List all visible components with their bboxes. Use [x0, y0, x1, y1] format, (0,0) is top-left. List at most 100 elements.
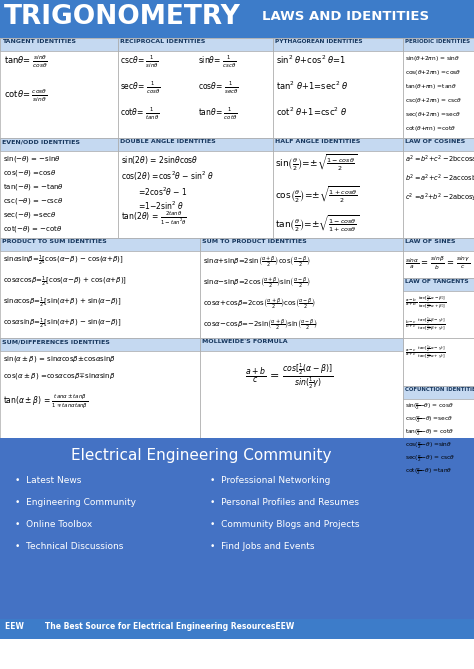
- Bar: [403, 38, 474, 51]
- Text: sin$\alpha$sin$\beta$=$\frac{1}{2}$[cos($\alpha$$-$$\beta$) $-$ cos($\alpha$+$\b: sin$\alpha$sin$\beta$=$\frac{1}{2}$[cos(…: [3, 254, 124, 268]
- Bar: [118, 38, 273, 51]
- Text: sin($\frac{\pi}{2}$$-$$\theta$) = cos$\theta$: sin($\frac{\pi}{2}$$-$$\theta$) = cos$\t…: [405, 401, 454, 411]
- Text: sec($-\theta$) =sec$\theta$: sec($-\theta$) =sec$\theta$: [3, 210, 56, 220]
- Bar: [200, 338, 403, 351]
- Text: cos$\alpha$$-$cos$\beta$=$-$2sin$\left(\frac{\alpha+\beta}{2}\right)$sin$\left(\: cos$\alpha$$-$cos$\beta$=$-$2sin$\left(\…: [203, 317, 318, 332]
- Text: •  Find Jobs and Events: • Find Jobs and Events: [210, 542, 315, 551]
- Text: sin$\theta$= $\frac{1}{csc\theta}$: sin$\theta$= $\frac{1}{csc\theta}$: [198, 54, 237, 70]
- Text: Electrical Engineering Community: Electrical Engineering Community: [71, 448, 331, 463]
- Bar: [0, 338, 200, 351]
- Text: $\frac{b-c}{b+c}$ $\frac{tan[\frac{1}{2}(\beta-\gamma)]}{tan[\frac{1}{2}(\beta+\: $\frac{b-c}{b+c}$ $\frac{tan[\frac{1}{2}…: [405, 316, 446, 334]
- Text: tan$^2$ $\theta$+1=sec$^2$ $\theta$: tan$^2$ $\theta$+1=sec$^2$ $\theta$: [276, 80, 349, 92]
- Text: EVEN/ODD IDENTITIES: EVEN/ODD IDENTITIES: [2, 139, 80, 144]
- Text: $\frac{sin\alpha}{a}$ = $\frac{sin\beta}{b}$ = $\frac{sin\gamma}{c}$: $\frac{sin\alpha}{a}$ = $\frac{sin\beta}…: [405, 254, 470, 272]
- Bar: [0, 0, 474, 38]
- Text: tan($\frac{\pi}{2}$$-$$\theta$) = cot$\theta$: tan($\frac{\pi}{2}$$-$$\theta$) = cot$\t…: [405, 427, 455, 438]
- Text: •  Engineering Community: • Engineering Community: [15, 498, 136, 507]
- Bar: [0, 238, 200, 251]
- Bar: [273, 38, 403, 51]
- Bar: [403, 438, 474, 619]
- Text: sin(2$\theta$) = 2sin$\theta$cos$\theta$: sin(2$\theta$) = 2sin$\theta$cos$\theta$: [121, 154, 199, 166]
- Text: $\frac{a+b}{c}$ = $\frac{cos[\frac{1}{2}(\alpha-\beta)]}{sin(\frac{1}{2}\gamma)}: $\frac{a+b}{c}$ = $\frac{cos[\frac{1}{2}…: [245, 363, 333, 391]
- Text: sec($\theta$+2$\pi$n) =sec$\theta$: sec($\theta$+2$\pi$n) =sec$\theta$: [405, 110, 461, 119]
- Bar: [403, 38, 474, 138]
- Bar: [273, 138, 403, 238]
- Text: cos$\theta$= $\frac{1}{sec\theta}$: cos$\theta$= $\frac{1}{sec\theta}$: [198, 80, 238, 96]
- Text: tan$\left(\frac{\theta}{2}\right)$=$\pm\sqrt{\frac{1-cos\theta}{1+cos\theta}}$: tan$\left(\frac{\theta}{2}\right)$=$\pm\…: [275, 213, 359, 233]
- Bar: [273, 38, 403, 138]
- Text: •  Latest News: • Latest News: [15, 476, 82, 485]
- Text: HALF ANGLE IDENTITIES: HALF ANGLE IDENTITIES: [275, 139, 360, 144]
- Bar: [0, 238, 200, 338]
- Text: $c^2$ =$a^2$+$b^2$ $-$2abcosy: $c^2$ =$a^2$+$b^2$ $-$2abcosy: [405, 192, 474, 204]
- Text: cos($\alpha\pm\beta$) =cos$\alpha$cos$\beta$$\mp$sin$\alpha$sin$\beta$: cos($\alpha\pm\beta$) =cos$\alpha$cos$\b…: [3, 371, 116, 381]
- Text: sin$\left(\frac{\theta}{2}\right)$=$\pm\sqrt{\frac{1-cos\theta}{2}}$: sin$\left(\frac{\theta}{2}\right)$=$\pm\…: [275, 152, 357, 173]
- Text: EEW        The Best Source for Electrical Engineering ResourcesEEW: EEW The Best Source for Electrical Engin…: [5, 622, 294, 631]
- Text: tan($\alpha\pm\beta$) = $\frac{tan\alpha\pm tan\beta}{1\mp tan\alpha tan\beta}$: tan($\alpha\pm\beta$) = $\frac{tan\alpha…: [3, 393, 88, 411]
- Bar: [200, 338, 403, 438]
- Bar: [200, 238, 403, 338]
- Text: SUM/DIFFERENCES IDENTITIES: SUM/DIFFERENCES IDENTITIES: [2, 339, 110, 344]
- Text: csc($\frac{\pi}{2}$$-$$\theta$) =sec$\theta$: csc($\frac{\pi}{2}$$-$$\theta$) =sec$\th…: [405, 414, 453, 425]
- Text: cos$\alpha$cos$\beta$=$\frac{1}{2}$[cos($\alpha$$-$$\beta$) + cos($\alpha$+$\bet: cos$\alpha$cos$\beta$=$\frac{1}{2}$[cos(…: [3, 275, 127, 289]
- Bar: [0, 639, 474, 669]
- Text: sin$\alpha$cos$\beta$=$\frac{1}{2}$[sin($\alpha$+$\beta$) + sin($\alpha$$-$$\bet: sin$\alpha$cos$\beta$=$\frac{1}{2}$[sin(…: [3, 296, 122, 310]
- Bar: [403, 238, 474, 278]
- Text: =1$-$2sin$^2$ $\theta$: =1$-$2sin$^2$ $\theta$: [138, 200, 184, 212]
- Text: cos($-\theta$) =cos$\theta$: cos($-\theta$) =cos$\theta$: [3, 168, 56, 178]
- Text: tan$\theta$= $\frac{sin\theta}{cos\theta}$: tan$\theta$= $\frac{sin\theta}{cos\theta…: [4, 54, 48, 70]
- Text: sin$\alpha$+sin$\beta$=2sin$\left(\frac{\alpha+\beta}{2}\right)$cos$\left(\frac{: sin$\alpha$+sin$\beta$=2sin$\left(\frac{…: [203, 254, 310, 269]
- Text: cot($\theta$+$\pi$n) =cot$\theta$: cot($\theta$+$\pi$n) =cot$\theta$: [405, 124, 456, 133]
- Bar: [0, 138, 118, 238]
- Text: •  Community Blogs and Projects: • Community Blogs and Projects: [210, 520, 359, 529]
- Bar: [403, 278, 474, 338]
- Text: PYTHAGOREAN IDENTITIES: PYTHAGOREAN IDENTITIES: [275, 39, 363, 44]
- Text: tan(2$\theta$) = $\frac{2tan\theta}{1-tan^2\theta}$: tan(2$\theta$) = $\frac{2tan\theta}{1-ta…: [121, 210, 187, 227]
- Text: cot$^2$ $\theta$+1=csc$^2$ $\theta$: cot$^2$ $\theta$+1=csc$^2$ $\theta$: [276, 106, 347, 118]
- Text: tan($\theta$+$\pi$n) =tan$\theta$: tan($\theta$+$\pi$n) =tan$\theta$: [405, 82, 457, 91]
- Text: cos($\frac{\pi}{2}$$-$$\theta$) =sin$\theta$: cos($\frac{\pi}{2}$$-$$\theta$) =sin$\th…: [405, 440, 452, 451]
- Bar: [403, 338, 474, 386]
- Text: sin$\alpha$$-$sin$\beta$=2cos$\left(\frac{\alpha+\beta}{2}\right)$sin$\left(\fra: sin$\alpha$$-$sin$\beta$=2cos$\left(\fra…: [203, 275, 310, 290]
- Bar: [118, 138, 273, 238]
- Bar: [0, 619, 474, 639]
- Text: cot($-\theta$) = $-$cot$\theta$: cot($-\theta$) = $-$cot$\theta$: [3, 224, 63, 234]
- Text: cos$\left(\frac{\theta}{2}\right)$=$\pm\sqrt{\frac{1+cos\theta}{2}}$: cos$\left(\frac{\theta}{2}\right)$=$\pm\…: [275, 184, 359, 205]
- Text: sin($\alpha\pm\beta$) = sin$\alpha$cos$\beta$$\pm$cos$\alpha$sin$\beta$: sin($\alpha\pm\beta$) = sin$\alpha$cos$\…: [3, 354, 116, 364]
- Text: COFUNCTION IDENTITIES: COFUNCTION IDENTITIES: [405, 387, 474, 392]
- Text: sin($-\theta$) = $-$sin$\theta$: sin($-\theta$) = $-$sin$\theta$: [3, 154, 61, 164]
- Text: cos$\alpha$+cos$\beta$=2cos$\left(\frac{\alpha+\beta}{2}\right)$cos$\left(\frac{: cos$\alpha$+cos$\beta$=2cos$\left(\frac{…: [203, 296, 316, 310]
- Text: $\frac{a-b}{a+b}$ $\frac{tan[\frac{1}{2}(\alpha-\beta)]}{tan[\frac{1}{2}(\alpha+: $\frac{a-b}{a+b}$ $\frac{tan[\frac{1}{2}…: [405, 294, 447, 312]
- Text: LAW OF SINES: LAW OF SINES: [405, 239, 456, 244]
- Bar: [0, 38, 118, 51]
- Text: cos$\alpha$sin$\beta$=$\frac{1}{2}$[sin($\alpha$+$\beta$) $-$ sin($\alpha$$-$$\b: cos$\alpha$sin$\beta$=$\frac{1}{2}$[sin(…: [3, 317, 122, 331]
- Bar: [200, 238, 403, 251]
- Bar: [403, 138, 474, 151]
- Text: cot$\theta$= $\frac{1}{tan\theta}$: cot$\theta$= $\frac{1}{tan\theta}$: [120, 106, 159, 122]
- Text: cot($\frac{\pi}{2}$$-$$\theta$) =tan$\theta$: cot($\frac{\pi}{2}$$-$$\theta$) =tan$\th…: [405, 466, 453, 477]
- Text: LAW OF COSINES: LAW OF COSINES: [405, 139, 465, 144]
- Text: $b^2$ =$a^2$+$c^2$ $-$2accosb: $b^2$ =$a^2$+$c^2$ $-$2accosb: [405, 173, 474, 184]
- Text: PERIODIC IDENTITIES: PERIODIC IDENTITIES: [405, 39, 470, 44]
- Bar: [0, 338, 200, 438]
- Text: $\frac{a-c}{a+c}$ $\frac{tan[\frac{1}{2}(\alpha-\gamma)]}{tan[\frac{1}{2}(\alpha: $\frac{a-c}{a+c}$ $\frac{tan[\frac{1}{2}…: [405, 344, 446, 363]
- Text: •  Online Toolbox: • Online Toolbox: [15, 520, 92, 529]
- Bar: [403, 238, 474, 251]
- Text: =2cos$^2\theta$ $-$ 1: =2cos$^2\theta$ $-$ 1: [138, 186, 188, 199]
- Bar: [0, 438, 403, 619]
- Bar: [403, 386, 474, 438]
- Text: PRODUCT TO SUM IDENTITIES: PRODUCT TO SUM IDENTITIES: [2, 239, 107, 244]
- Text: csc($-\theta$) = $-$csc$\theta$: csc($-\theta$) = $-$csc$\theta$: [3, 196, 64, 206]
- Text: tan($-\theta$) = $-$tan$\theta$: tan($-\theta$) = $-$tan$\theta$: [3, 182, 64, 192]
- Text: •  Personal Profiles and Resumes: • Personal Profiles and Resumes: [210, 498, 359, 507]
- Bar: [118, 38, 273, 138]
- Bar: [403, 138, 474, 238]
- Text: RECIPROCAL IDENTITIES: RECIPROCAL IDENTITIES: [120, 39, 205, 44]
- Bar: [0, 38, 118, 138]
- Text: sec($\frac{\pi}{2}$$-$$\theta$) = csc$\theta$: sec($\frac{\pi}{2}$$-$$\theta$) = csc$\t…: [405, 453, 455, 464]
- Text: csc($\theta$+2$\pi$n) = csc$\theta$: csc($\theta$+2$\pi$n) = csc$\theta$: [405, 96, 462, 105]
- Text: •  Professional Networking: • Professional Networking: [210, 476, 330, 485]
- Text: DOUBLE ANGLE IDENTITIES: DOUBLE ANGLE IDENTITIES: [120, 139, 216, 144]
- Text: cos(2$\theta$) =cos$^2\theta$ $-$ sin$^2$ $\theta$: cos(2$\theta$) =cos$^2\theta$ $-$ sin$^2…: [121, 170, 214, 183]
- Text: MOLLWEIDE'S FORMULA: MOLLWEIDE'S FORMULA: [202, 339, 288, 344]
